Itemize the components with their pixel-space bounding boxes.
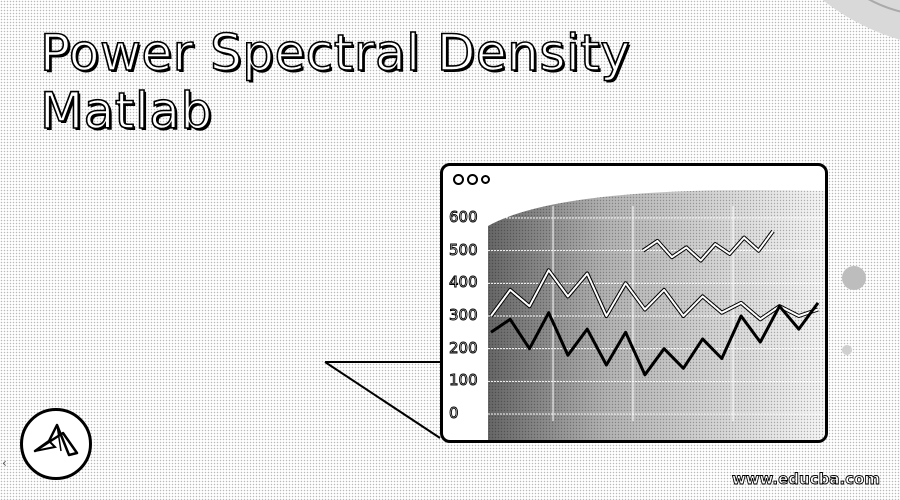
- series-line-2: [490, 302, 820, 377]
- matlab-membrane-icon: [33, 423, 79, 457]
- website-url: www.educba.com: [731, 470, 880, 489]
- decorative-dot: [842, 266, 866, 290]
- window-dot-icon: [467, 174, 478, 185]
- y-tick-label: 0: [449, 404, 459, 423]
- window-dot-icon: [453, 174, 464, 185]
- y-tick-label: 100: [449, 371, 479, 390]
- corner-decoration: [822, 0, 900, 40]
- plot-dither: [488, 190, 825, 440]
- title-line-2: Matlab: [39, 81, 213, 141]
- chevron-left-icon: ‹: [2, 456, 7, 470]
- matlab-logo: [20, 408, 92, 480]
- page-title: Power Spectral Density Matlab: [39, 23, 631, 141]
- window-dot-icon: [481, 175, 490, 184]
- psd-plot: [485, 190, 825, 440]
- series-line-1: [490, 269, 819, 321]
- y-tick-label: 600: [449, 208, 479, 227]
- chart-window: 600 500 400 300 200 100 0: [440, 163, 828, 443]
- y-tick-label: 500: [449, 240, 479, 259]
- series-line-3: [642, 230, 774, 262]
- y-tick-label: 400: [449, 273, 479, 292]
- y-tick-label: 200: [449, 338, 479, 357]
- window-controls: [453, 174, 490, 185]
- decorative-dot: [842, 345, 852, 355]
- y-tick-label: 300: [449, 306, 479, 325]
- title-line-1: Power Spectral Density: [39, 23, 631, 83]
